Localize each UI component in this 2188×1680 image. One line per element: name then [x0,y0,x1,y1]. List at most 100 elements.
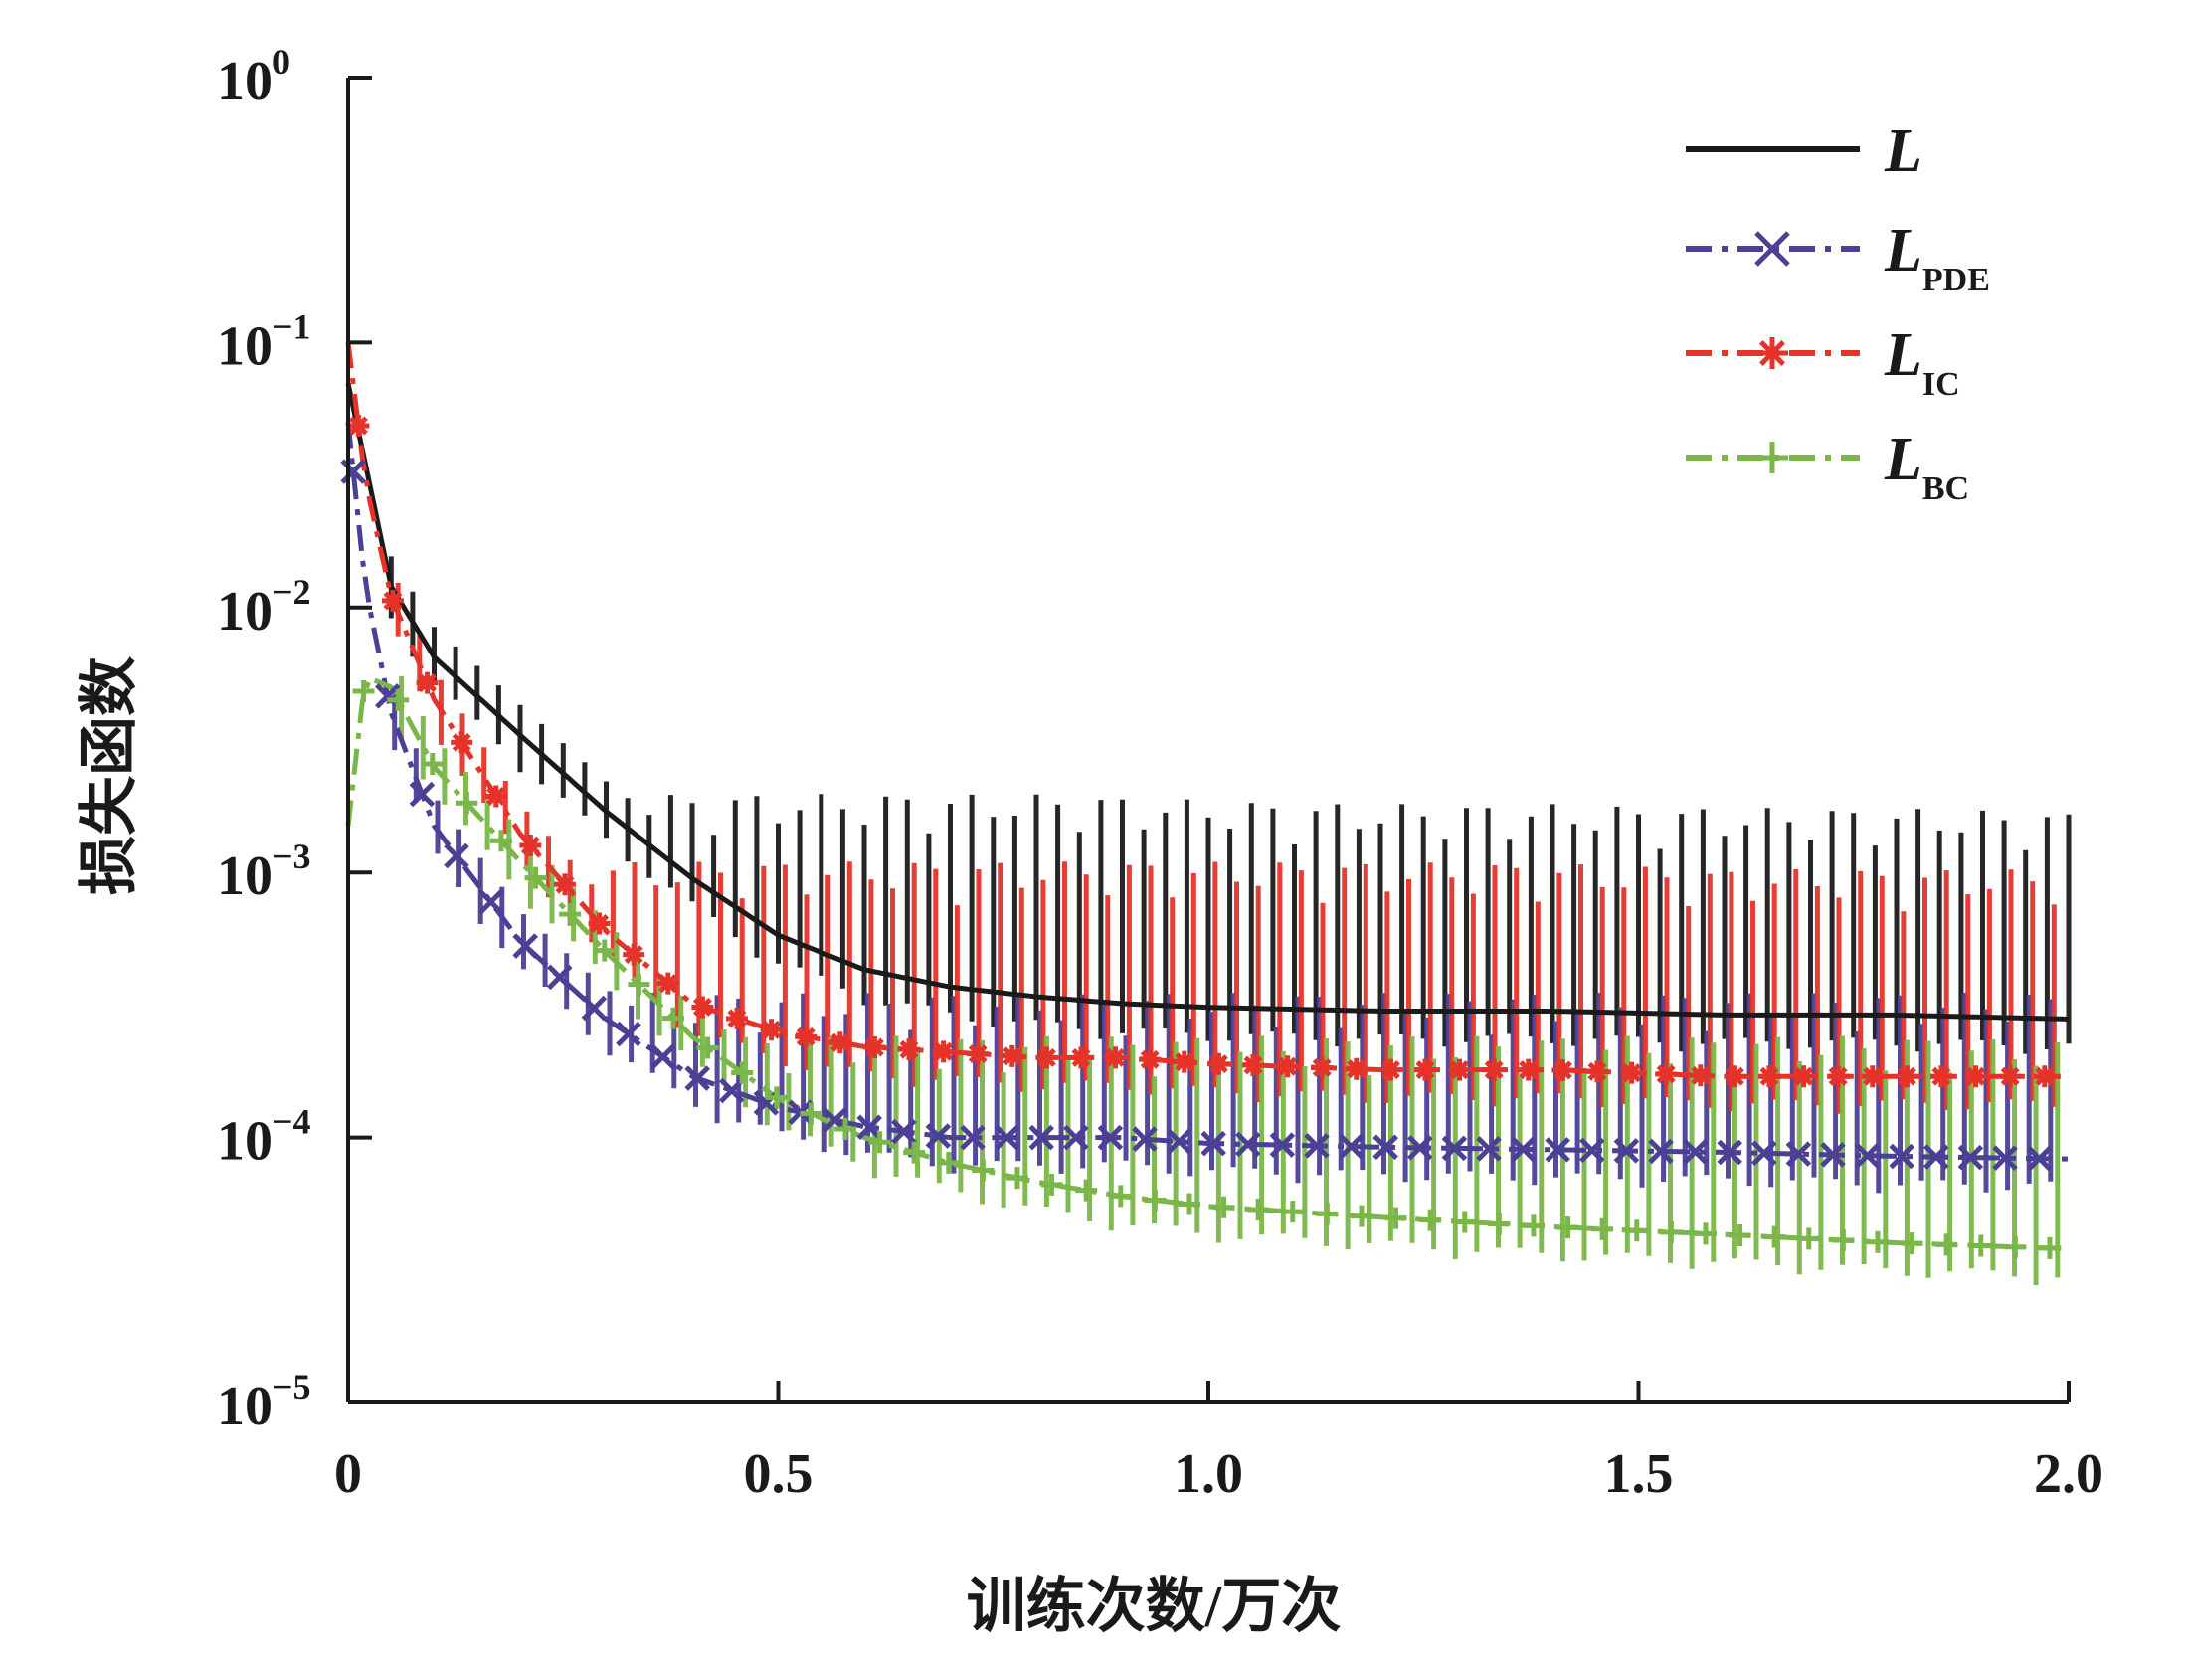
marker-pde [960,1124,986,1151]
y-tick-base: 10 [217,51,273,112]
marker-pde [1338,1133,1365,1160]
marker-ic [1035,1046,1058,1069]
marker-ic [828,1031,851,1054]
marker-bc [1625,1219,1648,1242]
marker-pde [1579,1137,1605,1164]
y-tick-exponent: −3 [273,837,311,876]
marker-pde [1166,1128,1192,1155]
marker-bc [972,1159,995,1182]
marker-ic [588,912,611,935]
marker-bc [661,1007,684,1029]
marker-bc [765,1086,788,1109]
marker-ic [1001,1044,1023,1067]
spikes-ic [395,583,2057,1114]
marker-ic [553,873,576,896]
legend-label-ic: LIC [1884,321,1960,403]
marker-pde [1957,1144,1984,1171]
marker-ic [967,1042,990,1065]
marker-bc [1005,1167,1028,1190]
marker-ic [795,1026,818,1048]
marker-pde [684,1065,710,1091]
marker-pde [649,1043,676,1070]
x-tick-label: 0.5 [744,1443,814,1505]
marker-pde [1304,1133,1330,1159]
marker-bc [1316,1203,1339,1225]
marker-pde [1854,1142,1881,1169]
marker-ic [1379,1058,1402,1081]
marker-pde [340,459,366,484]
y-tick-label: 10−2 [217,572,311,643]
marker-pde [891,1118,917,1145]
y-tick-base: 10 [217,581,273,643]
marker-pde [1820,1142,1846,1168]
marker-bc [1350,1205,1372,1227]
y-tick-exponent: −5 [273,1367,311,1406]
marker-bc [1935,1233,1958,1256]
marker-bc [868,1131,891,1154]
marker-pde [1132,1126,1158,1152]
marker-pde [994,1124,1020,1151]
marker-pde [1648,1138,1674,1165]
marker-bc [800,1102,822,1125]
x-tick-label: 2.0 [2034,1443,2103,1505]
marker-ic [1104,1046,1127,1069]
marker-pde [1097,1124,1124,1151]
x-tick-label: 1.0 [1174,1443,1243,1505]
marker-pde [1372,1134,1398,1161]
marker-bc [593,939,616,962]
marker-bc [1832,1229,1855,1252]
marker-bc [1212,1196,1235,1218]
marker-pde [512,933,538,959]
marker-bc [489,830,512,852]
marker-pde [1682,1139,1709,1165]
legend-label-subscript: BC [1922,470,1969,507]
marker-pde [719,1077,745,1104]
marker-bc [903,1141,926,1164]
marker-pde [477,889,504,915]
marker-pde [547,964,573,991]
y-axis-title: 损失函数 [77,656,142,895]
marker-bc [1901,1232,1923,1255]
marker-pde [1717,1139,1742,1166]
marker-ic [484,785,507,808]
marker-pde [1751,1140,1777,1167]
marker-ic [1173,1050,1195,1073]
marker-pde [856,1114,882,1140]
marker-ic [1999,1065,2022,1088]
marker-ic [1827,1065,1850,1088]
marker-bc [1969,1234,1992,1257]
marker-ic [1861,1065,1884,1088]
marker-pde [1235,1131,1261,1158]
marker-ic [1896,1065,1918,1088]
marker-ic [1207,1052,1230,1075]
marker-ic [1241,1053,1264,1076]
marker-pde [925,1123,952,1149]
y-tick-label: 10−5 [217,1367,311,1437]
marker-bc [1144,1189,1167,1212]
x-tick-label: 0 [334,1443,362,1505]
y-tick-base: 10 [217,1111,273,1173]
marker-pde [1992,1145,2018,1171]
marker-bc [559,903,582,926]
marker-ic [1689,1064,1712,1087]
marker-bc [1419,1209,1442,1231]
marker-pde [616,1021,641,1047]
marker-bc [1729,1224,1751,1246]
marker-ic [932,1040,955,1063]
marker-bc [1384,1207,1407,1229]
y-tick-exponent: −2 [273,572,311,612]
marker-bc [2004,1235,2027,1258]
legend-label-pde: LPDE [1884,217,1990,298]
marker-pde [2026,1145,2053,1172]
marker-ic [1620,1061,1643,1084]
y-tick-base: 10 [217,1376,273,1437]
marker-bc [387,688,410,711]
x-tick-label: 1.5 [1604,1443,1674,1505]
marker-bc [1763,1225,1786,1248]
marker-pde [1269,1132,1296,1158]
marker-bc [1040,1173,1063,1196]
marker-pde [1407,1135,1433,1161]
y-tick-exponent: 0 [273,42,290,82]
